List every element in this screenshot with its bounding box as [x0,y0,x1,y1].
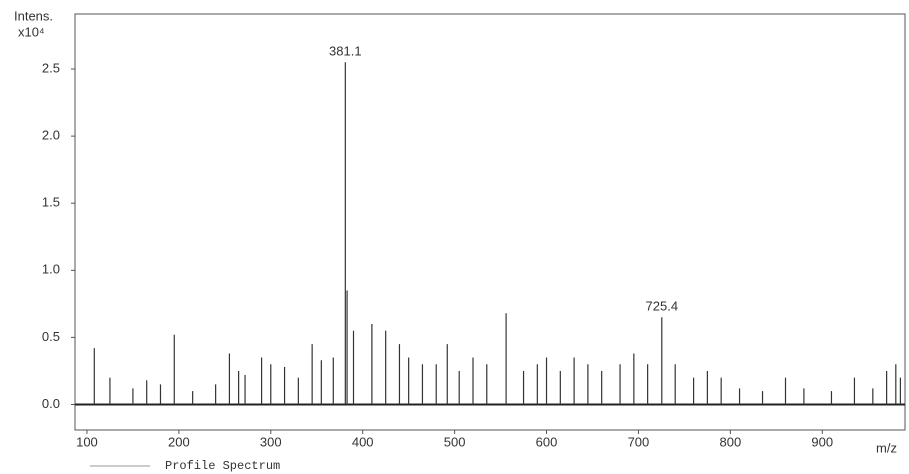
plot-frame [74,13,906,431]
x-tick-label: 300 [260,434,282,449]
y-axis-multiplier: x10⁴ [18,24,45,39]
x-tick-label: 200 [168,434,190,449]
y-tick-label: 2.5 [42,60,60,75]
y-tick-label: 0.0 [42,396,60,411]
x-axis-label: m/z [876,440,897,455]
x-tick-label: 900 [811,434,833,449]
y-tick-label: 0.5 [42,329,60,344]
y-tick-label: 1.0 [42,262,60,277]
x-tick-label: 800 [720,434,742,449]
x-tick-label: 600 [536,434,558,449]
peak-annotation: 725.4 [646,299,679,314]
x-tick-label: 400 [352,434,374,449]
legend-label: Profile Spectrum [165,459,280,473]
peak-annotation: 381.1 [329,44,362,59]
y-axis-label: Intens. [14,8,53,23]
x-tick-label: 700 [628,434,650,449]
x-tick-label: 500 [444,434,466,449]
y-tick-label: 2.0 [42,128,60,143]
x-tick-label: 100 [76,434,98,449]
y-tick-label: 1.5 [42,195,60,210]
